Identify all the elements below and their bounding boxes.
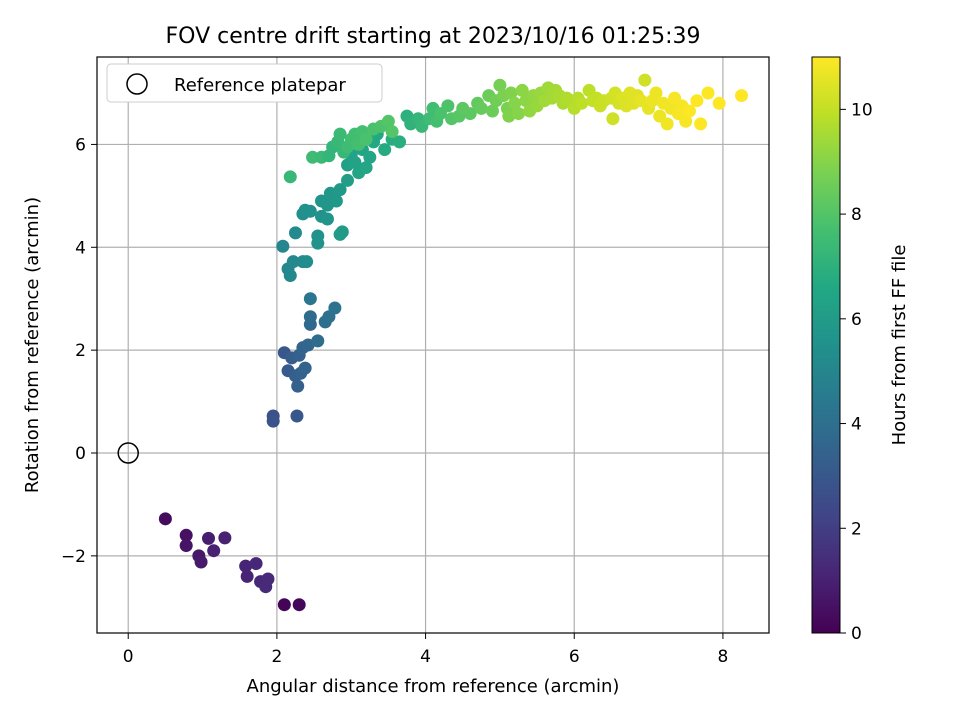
scatter-point xyxy=(701,86,715,100)
scatter-point xyxy=(485,104,499,118)
scatter-point xyxy=(660,117,674,131)
scatter-point xyxy=(179,539,193,553)
scatter-point xyxy=(290,409,304,423)
scatter-point xyxy=(463,107,477,121)
scatter-point xyxy=(303,204,317,218)
colorbar-tick-label: 10 xyxy=(851,100,873,120)
scatter-point xyxy=(504,86,518,100)
scatter-point xyxy=(283,170,297,184)
y-axis-ticks: −2 0 2 4 6 xyxy=(61,135,97,567)
colorbar: 0 2 4 6 8 10 Hours from first FF file xyxy=(811,56,910,644)
scatter-point xyxy=(734,89,748,103)
legend-label: Reference platepar xyxy=(174,75,346,96)
scatter-point xyxy=(194,555,208,569)
scatter-point xyxy=(515,83,529,97)
scatter-point xyxy=(303,310,317,324)
scatter-point xyxy=(311,334,325,348)
scatter-point xyxy=(291,379,305,393)
scatter-point xyxy=(679,114,693,128)
scatter-point xyxy=(292,598,306,612)
x-tick-label: 8 xyxy=(717,647,728,667)
scatter-point xyxy=(378,143,392,157)
colorbar-tick-label: 0 xyxy=(851,624,862,644)
y-tick-label: −2 xyxy=(61,547,86,567)
scatter-point xyxy=(575,96,589,110)
scatter-point xyxy=(283,269,297,283)
scatter-point xyxy=(239,559,253,573)
y-axis-label: Rotation from reference (arcmin) xyxy=(22,197,43,493)
colorbar-gradient xyxy=(811,56,841,634)
scatter-point xyxy=(363,150,377,164)
scatter-point xyxy=(202,531,216,545)
scatter-point xyxy=(712,96,726,110)
chart-title: FOV centre drift starting at 2023/10/16 … xyxy=(166,24,701,49)
scatter-point xyxy=(158,512,172,526)
scatter-point xyxy=(333,127,347,141)
scatter-point xyxy=(277,598,291,612)
scatter-point xyxy=(276,239,290,253)
legend-marker-icon xyxy=(126,73,148,95)
x-tick-label: 0 xyxy=(123,647,134,667)
legend-box xyxy=(106,63,383,103)
colorbar-tick-label: 4 xyxy=(851,415,862,435)
scatter-point xyxy=(359,161,373,175)
scatter-point xyxy=(393,135,407,149)
scatter-point xyxy=(638,73,652,87)
scatter-point xyxy=(328,301,342,315)
scatter-point xyxy=(303,292,317,306)
colorbar-ticks: 0 2 4 6 8 10 xyxy=(840,100,873,644)
scatter-point xyxy=(207,544,221,558)
scatter-point xyxy=(306,150,320,164)
colorbar-tick-label: 6 xyxy=(851,310,862,330)
scatter-point xyxy=(649,86,663,100)
reference-platepar-marker xyxy=(117,442,139,464)
scatter-point xyxy=(240,569,254,583)
x-axis-ticks: 0 2 4 6 8 xyxy=(123,633,728,667)
scatter-point xyxy=(508,96,522,110)
scatter-point xyxy=(249,557,263,571)
data-points xyxy=(158,73,748,612)
scatter-point xyxy=(320,212,334,226)
scatter-point xyxy=(298,361,312,375)
y-tick-label: 6 xyxy=(75,135,86,155)
scatter-point xyxy=(341,173,355,187)
scatter-point xyxy=(381,114,395,128)
y-tick-label: 2 xyxy=(75,341,86,361)
scatter-point xyxy=(329,194,343,208)
scatter-point xyxy=(333,183,347,197)
colorbar-tick-label: 8 xyxy=(851,205,862,225)
colorbar-label: Hours from first FF file xyxy=(889,245,910,446)
legend: Reference platepar xyxy=(106,63,383,103)
scatter-point xyxy=(441,99,455,113)
x-tick-label: 2 xyxy=(271,647,282,667)
y-tick-label: 4 xyxy=(75,238,86,258)
x-tick-label: 4 xyxy=(420,647,431,667)
scatter-point xyxy=(218,531,232,545)
plot-frame xyxy=(96,56,770,634)
scatter-point xyxy=(300,255,314,269)
scatter-point xyxy=(266,414,280,428)
colorbar-tick-label: 2 xyxy=(851,519,862,539)
scatter-point xyxy=(286,255,300,269)
scatter-point xyxy=(359,132,373,146)
x-tick-label: 6 xyxy=(569,647,580,667)
scatter-point xyxy=(311,229,325,243)
scatter-point xyxy=(493,78,507,92)
scatter-point xyxy=(385,125,399,139)
scatter-point xyxy=(694,117,708,131)
scatter-point xyxy=(690,94,704,108)
scatter-point xyxy=(682,104,696,118)
scatter-point xyxy=(179,528,193,542)
scatter-point xyxy=(511,107,525,121)
y-tick-label: 0 xyxy=(75,444,86,464)
scatter-point xyxy=(474,101,488,115)
grid xyxy=(97,57,769,633)
scatter-point xyxy=(606,112,620,126)
scatter-point xyxy=(261,572,275,586)
scatter-point xyxy=(288,226,302,240)
scatter-point xyxy=(335,225,349,239)
x-axis-label: Angular distance from reference (arcmin) xyxy=(247,676,620,697)
scatter-point xyxy=(348,155,362,169)
